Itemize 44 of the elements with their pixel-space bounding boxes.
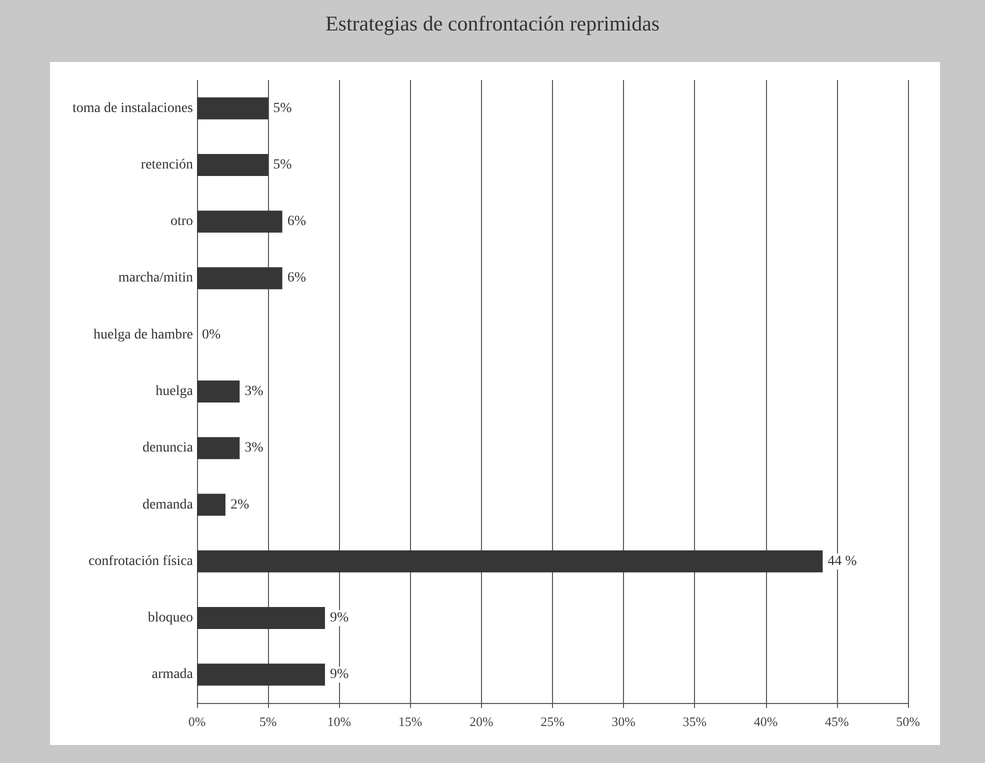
data-label: 6% (287, 270, 306, 286)
bar (197, 380, 240, 402)
x-tick-label: 35% (682, 714, 707, 729)
bar (197, 267, 282, 290)
y-tick-label: armada (152, 667, 194, 682)
data-label: 0% (202, 327, 221, 342)
x-tick-label: 20% (469, 714, 494, 729)
data-label: 3% (244, 384, 264, 399)
data-label: 5% (273, 100, 292, 116)
data-label: 3% (244, 440, 264, 456)
x-tick-label: 25% (540, 714, 565, 729)
y-tick-label: otro (170, 214, 193, 230)
y-tick-label: confrotación física (88, 554, 194, 569)
y-tick-label: huelga de hambre (93, 327, 193, 342)
y-tick-label: demanda (142, 497, 194, 512)
bar (197, 550, 823, 572)
data-label: 44 % (828, 554, 858, 569)
bar (197, 607, 325, 630)
y-tick-label: retención (140, 157, 193, 172)
data-label: 9% (330, 610, 349, 626)
bar (197, 664, 325, 686)
x-tick-label: 30% (612, 714, 636, 729)
y-tick-label: marcha/mitin (118, 270, 193, 286)
chart-title: Estrategias de confrontación reprimidas (325, 12, 660, 36)
data-label: 9% (330, 667, 349, 682)
y-tick-label: toma de instalaciones (72, 100, 193, 116)
data-label: 6% (287, 214, 306, 230)
y-tick-label: denuncia (142, 440, 194, 456)
x-tick-label: 0% (188, 714, 206, 729)
bar (197, 154, 268, 176)
x-tick-label: 15% (398, 714, 422, 729)
bar (197, 210, 282, 233)
y-tick-label: huelga (156, 384, 194, 399)
x-tick-label: 10% (327, 714, 352, 729)
x-tick-label: 50% (896, 714, 920, 729)
bar (197, 437, 240, 460)
data-label: 2% (230, 497, 250, 512)
x-tick-label: 5% (259, 714, 277, 729)
x-tick-label: 45% (824, 714, 849, 729)
data-label: 5% (273, 157, 292, 172)
x-tick-label: 40% (754, 714, 778, 729)
y-tick-label: bloqueo (148, 610, 193, 626)
bar (197, 494, 226, 516)
bar (197, 97, 268, 120)
